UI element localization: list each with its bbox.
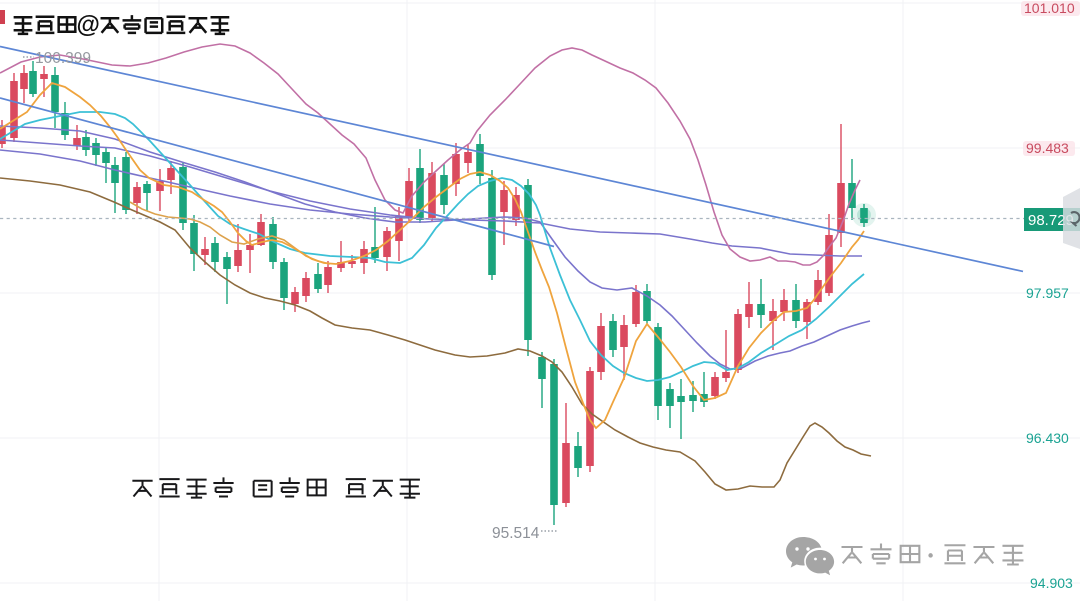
svg-text:@: @	[77, 12, 100, 39]
svg-text:96.430: 96.430	[1026, 430, 1069, 446]
svg-text:94.903: 94.903	[1030, 575, 1073, 591]
svg-text:98.729: 98.729	[1028, 212, 1074, 229]
svg-text:95.514: 95.514	[492, 525, 540, 542]
svg-text:97.957: 97.957	[1026, 285, 1069, 301]
svg-text:100.399: 100.399	[35, 50, 91, 67]
svg-text:101.010: 101.010	[1024, 0, 1075, 16]
svg-text:99.483: 99.483	[1026, 140, 1069, 156]
